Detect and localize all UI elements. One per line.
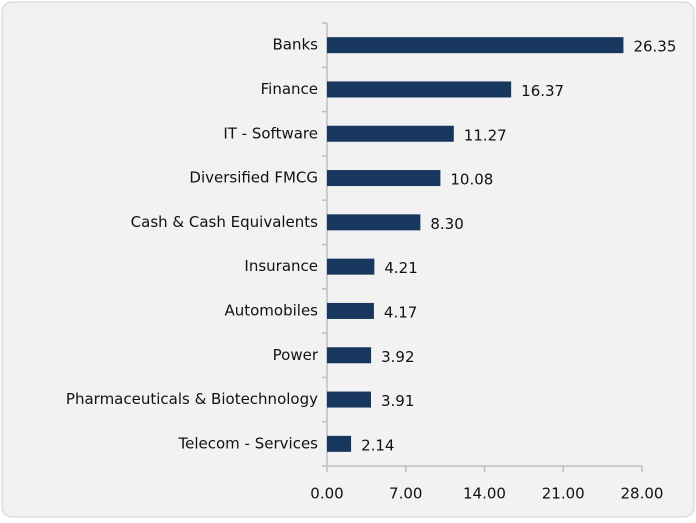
y-tick-label: IT - Software <box>223 124 318 142</box>
value-label: 2.14 <box>361 436 394 454</box>
value-label: 26.35 <box>633 38 676 56</box>
y-tick-label: Insurance <box>244 257 318 275</box>
y-tick-label: Diversified FMCG <box>189 169 318 187</box>
bar <box>327 81 512 98</box>
value-label: 10.08 <box>450 171 493 189</box>
bar <box>327 391 371 408</box>
x-tick-label: 28.00 <box>621 485 664 503</box>
y-tick-label: Power <box>273 346 319 364</box>
bar <box>327 125 454 142</box>
y-tick-label: Finance <box>261 80 318 98</box>
x-tick-label: 21.00 <box>542 485 585 503</box>
value-label: 3.91 <box>381 392 414 410</box>
bar <box>327 214 421 231</box>
y-tick-label: Telecom - Services <box>178 434 319 452</box>
value-label: 16.37 <box>521 82 564 100</box>
value-label: 4.17 <box>384 303 417 321</box>
y-tick-label: Pharmaceuticals & Biotechnology <box>66 390 318 408</box>
bar <box>327 170 441 187</box>
x-tick-label: 14.00 <box>463 485 506 503</box>
y-tick-label: Automobiles <box>224 301 318 319</box>
bar <box>327 302 374 319</box>
bar <box>327 347 372 364</box>
bar <box>327 435 352 452</box>
x-tick-label: 7.00 <box>389 485 422 503</box>
value-label: 8.30 <box>430 215 463 233</box>
value-label: 11.27 <box>464 126 507 144</box>
y-tick-label: Banks <box>273 36 319 54</box>
x-tick-label: 0.00 <box>310 485 343 503</box>
y-tick-label: Cash & Cash Equivalents <box>131 213 319 231</box>
value-label: 4.21 <box>384 259 417 277</box>
value-label: 3.92 <box>381 348 414 366</box>
bar <box>327 258 375 275</box>
bar <box>327 37 624 54</box>
